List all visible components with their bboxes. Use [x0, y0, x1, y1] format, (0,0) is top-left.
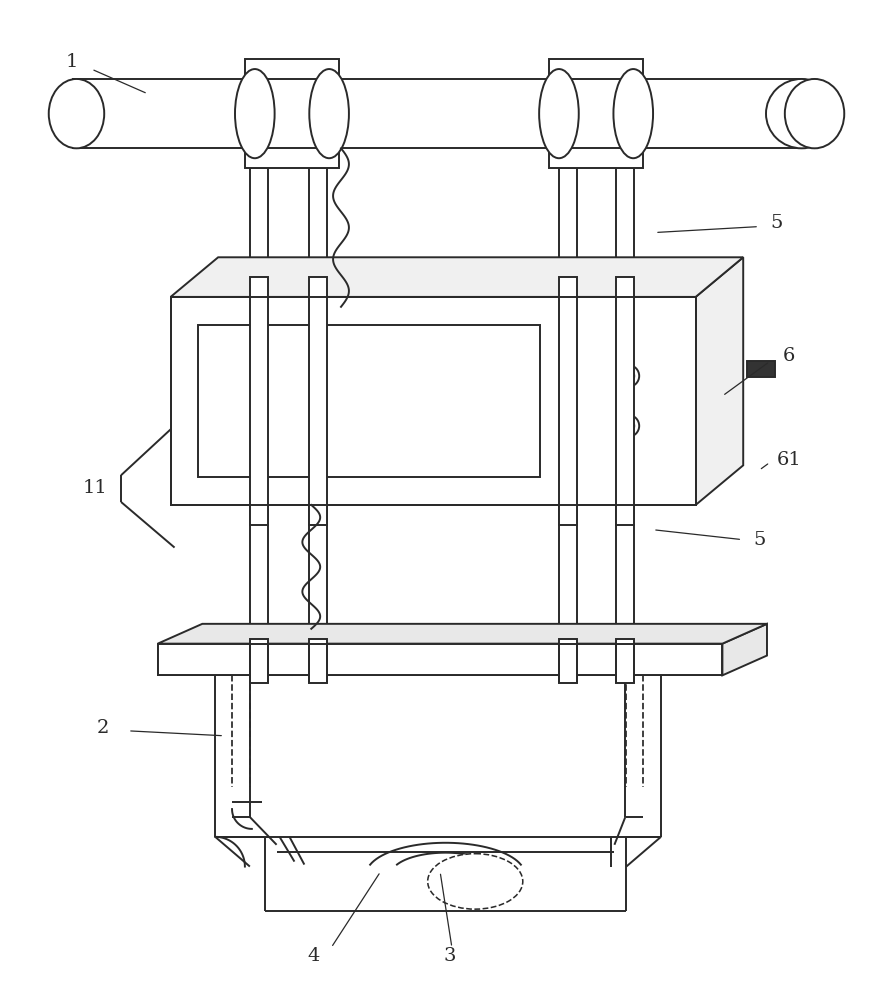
Bar [157, 644, 722, 675]
Ellipse shape [427, 854, 523, 909]
Ellipse shape [309, 69, 349, 158]
Bar [616, 168, 634, 644]
Polygon shape [722, 624, 767, 675]
Ellipse shape [618, 415, 639, 437]
Text: 4: 4 [307, 947, 319, 965]
Text: 5: 5 [771, 214, 783, 232]
Bar [309, 644, 327, 683]
Text: 2: 2 [97, 719, 109, 737]
Polygon shape [696, 257, 743, 505]
Bar [171, 297, 696, 505]
Bar [559, 168, 577, 644]
Bar [245, 59, 339, 79]
Bar [309, 277, 327, 525]
Bar [249, 644, 267, 683]
Bar [309, 639, 327, 680]
Polygon shape [157, 624, 767, 644]
Bar [249, 639, 267, 680]
Bar [549, 148, 643, 168]
Bar [198, 325, 540, 477]
Bar [157, 644, 722, 675]
Bar [747, 361, 775, 377]
Text: 1: 1 [65, 53, 78, 71]
Polygon shape [171, 257, 743, 297]
Ellipse shape [618, 365, 639, 387]
Bar [616, 277, 634, 525]
Bar [249, 168, 267, 644]
Bar [616, 644, 634, 683]
Text: 61: 61 [776, 451, 801, 469]
Bar [559, 644, 577, 683]
Text: 5: 5 [754, 531, 766, 549]
Ellipse shape [49, 79, 105, 148]
Text: 6: 6 [782, 347, 795, 365]
Text: 11: 11 [83, 479, 107, 497]
Bar [559, 639, 577, 680]
Bar [549, 59, 643, 79]
Ellipse shape [235, 69, 274, 158]
Text: 3: 3 [443, 947, 456, 965]
Bar [309, 168, 327, 644]
Bar [249, 277, 267, 525]
Ellipse shape [622, 370, 634, 382]
Ellipse shape [539, 69, 578, 158]
Ellipse shape [785, 79, 844, 148]
Ellipse shape [613, 69, 653, 158]
Bar [559, 277, 577, 525]
Bar [616, 639, 634, 680]
Ellipse shape [622, 420, 634, 432]
Bar [245, 148, 339, 168]
Bar [171, 297, 696, 505]
Ellipse shape [766, 79, 838, 148]
